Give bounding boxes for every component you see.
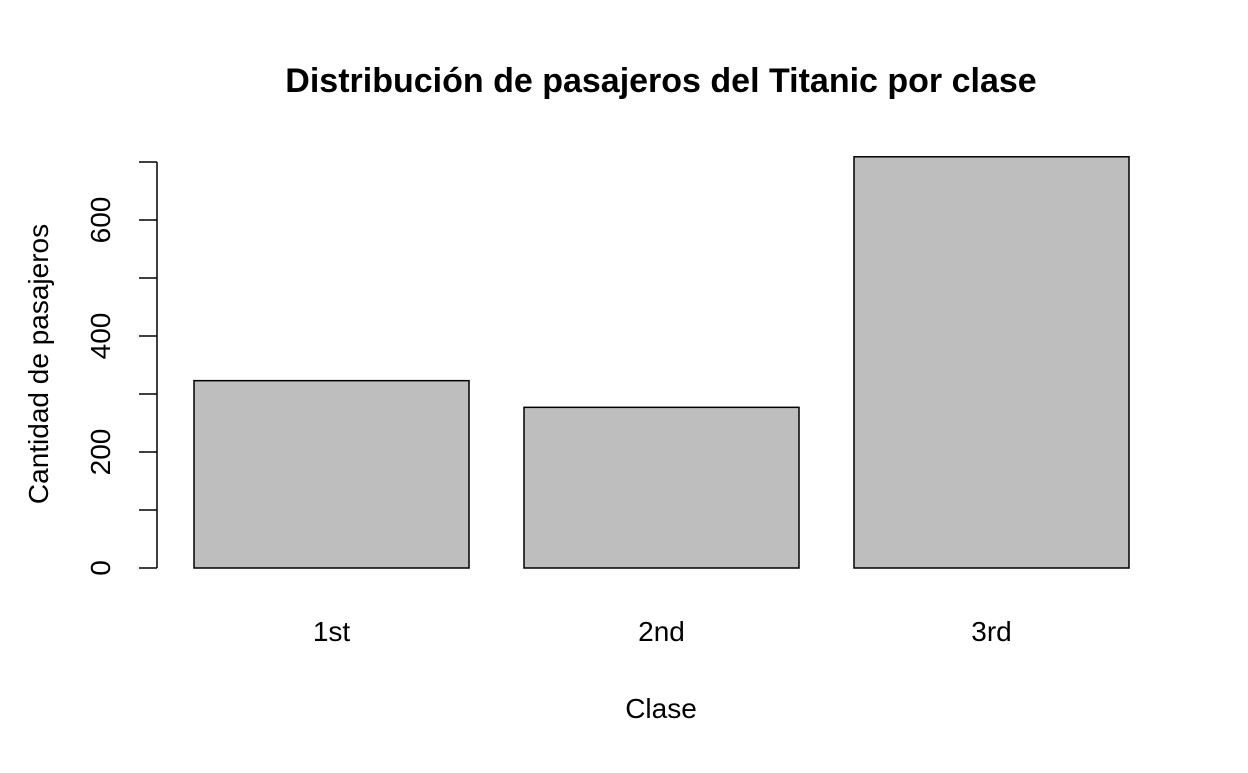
y-tick-label: 400 (85, 313, 116, 360)
x-tick-label: 1st (313, 616, 351, 647)
bar-1st (193, 379, 470, 569)
y-tick-label: 200 (85, 429, 116, 476)
chart-title: Distribución de pasajeros del Titanic po… (285, 62, 1036, 100)
y-tick-label: 600 (85, 197, 116, 244)
bar-3rd (853, 156, 1130, 569)
y-axis-label: Cantidad de pasajeros (23, 224, 54, 504)
bar-2nd (523, 406, 800, 569)
x-tick-labels: 1st 2nd 3rd (313, 616, 1012, 647)
x-tick-label: 2nd (638, 616, 685, 647)
bars-group (193, 156, 1130, 569)
x-tick-label: 3rd (971, 616, 1011, 647)
x-axis-label: Clase (625, 693, 697, 724)
y-axis: 0 200 400 600 (85, 161, 158, 576)
y-tick-label: 0 (85, 560, 116, 576)
